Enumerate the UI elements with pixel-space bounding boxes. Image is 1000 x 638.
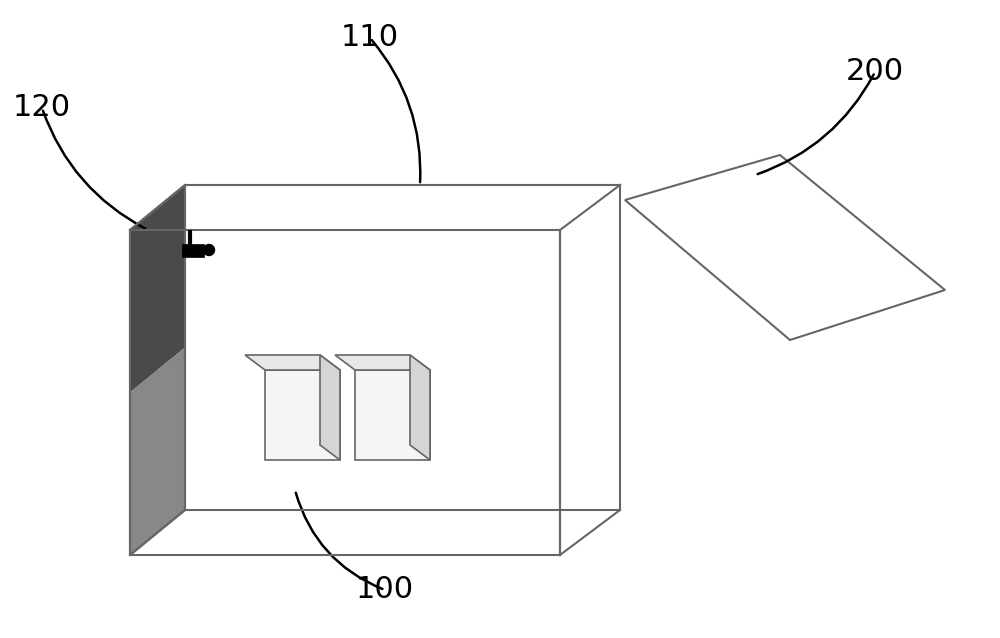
Polygon shape: [130, 185, 185, 392]
Text: 120: 120: [13, 94, 71, 122]
Text: 200: 200: [846, 57, 904, 87]
Polygon shape: [130, 348, 185, 555]
Circle shape: [204, 244, 214, 255]
Text: 110: 110: [341, 24, 399, 52]
Polygon shape: [265, 370, 340, 460]
Polygon shape: [625, 155, 945, 340]
Polygon shape: [320, 355, 340, 460]
Polygon shape: [245, 355, 340, 370]
Polygon shape: [355, 370, 430, 460]
Text: 100: 100: [356, 575, 414, 604]
Polygon shape: [335, 355, 430, 370]
Polygon shape: [410, 355, 430, 460]
Bar: [182, 244, 204, 256]
